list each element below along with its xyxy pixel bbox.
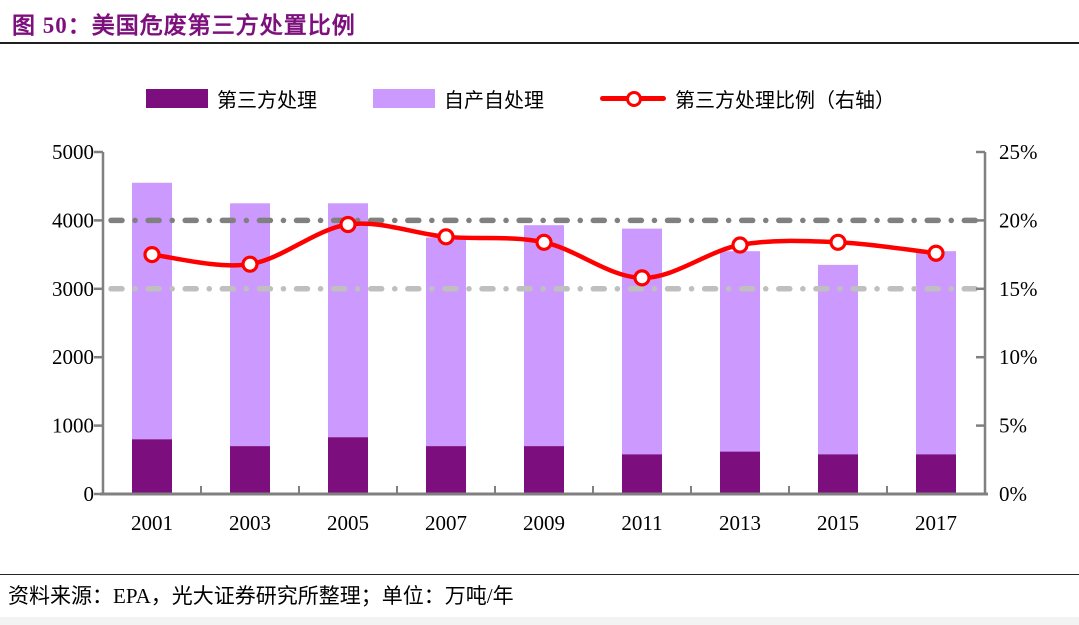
left-axis-label: 0 [84,482,95,506]
bar-self-treat-2001 [132,182,172,440]
bar-self-treat-2013 [720,251,760,452]
title-underline [0,42,1079,44]
right-axis-label: 25% [999,140,1038,164]
left-axis-label: 2000 [52,345,94,369]
chart-canvas: 0 1000 2000 3000 4000 5000 0% 5% 10% 15% 20% 25% 200… [52,140,1038,535]
legend-swatch-self-treat [373,89,435,108]
x-axis-label-2003: 2003 [229,511,271,535]
bar-self-treat-2003 [230,203,270,447]
x-axis-label-2001: 2001 [131,511,173,535]
page-title: 图 50：美国危废第三方处置比例 [12,13,356,38]
left-axis-label: 4000 [52,208,94,232]
bar-third-party-2011 [622,454,662,494]
x-axis-label-2007: 2007 [425,511,467,535]
footer-separator [0,574,1079,575]
ratio-marker-2005 [339,215,357,234]
x-axis-label-2017: 2017 [915,511,957,535]
legend-item-ratio-line: 第三方处理比例（右轴） [600,84,895,113]
bar-third-party-2001 [132,439,172,494]
bar-third-party-2015 [818,454,858,494]
right-axis-label: 10% [999,345,1038,369]
x-axis-label-2013: 2013 [719,511,761,535]
bar-third-party-2009 [524,446,564,494]
right-axis-label: 15% [999,277,1038,301]
ratio-marker-2015 [829,233,847,251]
legend-item-third-party: 第三方处理 [146,84,317,113]
bar-third-party-2013 [720,451,760,494]
bar-self-treat-2011 [622,228,662,455]
legend-label-self-treat: 自产自处理 [444,90,544,112]
left-axis-label: 3000 [52,277,94,301]
bar-third-party-2017 [916,454,956,494]
legend-label-ratio: 第三方处理比例（右轴） [675,90,895,112]
x-axis-label-2005: 2005 [327,511,369,535]
right-axis-label: 0% [999,482,1027,506]
legend-swatch-third-party [146,89,208,108]
legend-line-dot [626,91,642,107]
bar-third-party-2003 [230,446,270,494]
ratio-marker-2009 [535,233,553,251]
ratio-marker-2013 [731,236,749,254]
bar-self-treat-2017 [916,251,956,455]
ratio-marker-2003 [241,255,259,273]
right-axis-label: 20% [999,208,1038,232]
bar-self-treat-2005 [328,203,368,438]
bar-third-party-2005 [328,437,368,494]
left-axis-label: 1000 [52,414,94,438]
bar-third-party-2007 [426,446,466,494]
x-axis-label-2015: 2015 [817,511,859,535]
bar-self-treat-2009 [524,225,564,447]
legend-item-self-treat: 自产自处理 [373,84,544,113]
bottom-strip [0,617,1079,625]
x-axis-label-2011: 2011 [621,511,662,535]
bar-self-treat-2007 [426,237,466,447]
bar-self-treat-2015 [818,264,858,455]
source-note: 资料来源：EPA，光大证券研究所整理；单位：万吨/年 [8,584,514,608]
legend-label-third-party: 第三方处理 [217,90,317,112]
ratio-marker-2011 [633,269,651,287]
x-axis-label-2009: 2009 [523,511,565,535]
ratio-marker-2007 [437,228,455,246]
chart-legend: 第三方处理 自产自处理 第三方处理比例（右轴） [146,84,895,113]
right-axis-label: 5% [999,414,1027,438]
legend-line-marker-icon [600,89,666,108]
ratio-marker-2001 [143,245,161,264]
ratio-marker-2017 [927,244,945,262]
left-axis-label: 5000 [52,140,94,164]
